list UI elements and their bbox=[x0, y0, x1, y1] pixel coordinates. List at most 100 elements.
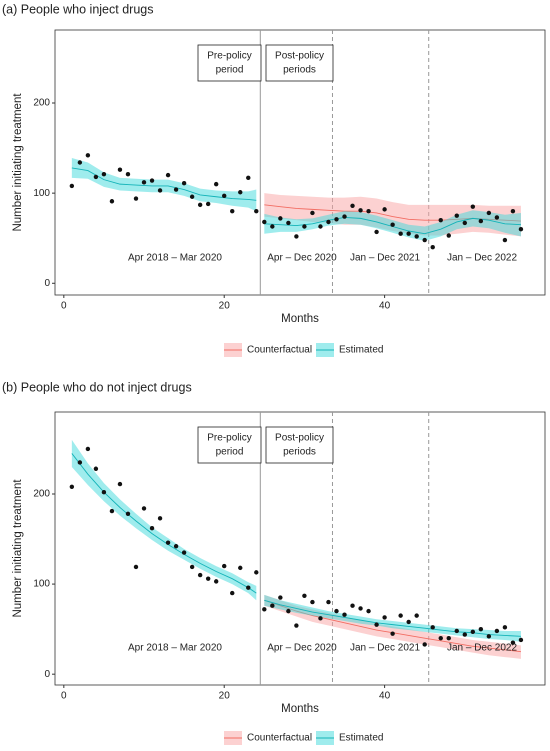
observed-point bbox=[382, 615, 387, 620]
observed-point bbox=[149, 178, 155, 183]
annotation-text: Pre-policy bbox=[207, 51, 251, 62]
observed-point bbox=[222, 193, 227, 199]
x-tick-label: 0 bbox=[61, 301, 67, 312]
observed-point bbox=[502, 237, 508, 243]
observed-point bbox=[109, 199, 115, 204]
observed-point bbox=[478, 626, 484, 632]
annotation-text: Post-policy bbox=[275, 51, 324, 62]
observed-point bbox=[318, 616, 323, 621]
observed-point bbox=[318, 224, 323, 229]
observed-point bbox=[366, 608, 371, 614]
ribbon bbox=[71, 157, 257, 212]
period-label: Jan – Dec 2021 bbox=[350, 643, 420, 654]
observed-point bbox=[350, 203, 355, 208]
observed-point bbox=[510, 640, 516, 645]
x-tick-label: 40 bbox=[379, 301, 391, 312]
observed-point bbox=[286, 220, 291, 226]
observed-point bbox=[350, 603, 355, 608]
observed-point bbox=[462, 632, 468, 637]
observed-point bbox=[117, 167, 123, 172]
annotation-box bbox=[197, 426, 262, 464]
panel-title: (a) People who inject drugs bbox=[2, 2, 153, 16]
observed-point bbox=[342, 214, 347, 219]
observed-point bbox=[494, 215, 500, 220]
observed-point bbox=[414, 234, 419, 239]
observed-point bbox=[478, 218, 484, 224]
observed-point bbox=[133, 564, 139, 570]
legend-label: Estimated bbox=[339, 345, 383, 356]
ribbon bbox=[71, 439, 257, 601]
observed-point bbox=[454, 628, 459, 634]
observed-point bbox=[278, 595, 283, 600]
annotation-text: periods bbox=[283, 65, 316, 76]
observed-point bbox=[189, 194, 195, 199]
y-tick-label: 100 bbox=[33, 579, 50, 590]
observed-point bbox=[270, 224, 275, 229]
observed-point bbox=[157, 188, 163, 193]
observed-point bbox=[374, 229, 379, 235]
observed-point bbox=[85, 446, 91, 452]
observed-point bbox=[141, 506, 147, 511]
observed-point bbox=[302, 224, 307, 229]
observed-point bbox=[85, 153, 91, 158]
period-label: Apr – Dec 2020 bbox=[267, 643, 337, 654]
observed-point bbox=[358, 606, 363, 611]
observed-point bbox=[302, 593, 307, 599]
observed-point bbox=[93, 174, 99, 180]
observed-point bbox=[205, 576, 211, 581]
observed-point bbox=[430, 245, 435, 250]
observed-point bbox=[382, 207, 387, 212]
fitted-line bbox=[264, 599, 521, 637]
observed-point bbox=[510, 208, 516, 214]
fitted-line bbox=[71, 167, 257, 201]
observed-point bbox=[101, 172, 107, 177]
observed-point bbox=[358, 208, 363, 213]
observed-point bbox=[470, 629, 476, 635]
observed-point bbox=[165, 172, 171, 178]
observed-point bbox=[254, 208, 259, 214]
observed-point bbox=[230, 590, 235, 596]
observed-point bbox=[238, 565, 243, 571]
x-tick-label: 20 bbox=[219, 301, 231, 312]
observed-point bbox=[69, 484, 75, 489]
observed-point bbox=[342, 612, 347, 617]
observed-point bbox=[406, 619, 411, 625]
y-tick-label: 200 bbox=[33, 489, 50, 500]
observed-point bbox=[181, 550, 187, 555]
period-label: Apr 2018 – Mar 2020 bbox=[128, 643, 222, 654]
observed-point bbox=[438, 217, 443, 223]
observed-point bbox=[246, 175, 251, 181]
annotation-text: period bbox=[216, 65, 244, 76]
observed-point bbox=[390, 631, 395, 636]
observed-point bbox=[189, 564, 195, 570]
x-tick-label: 0 bbox=[61, 691, 67, 702]
observed-point bbox=[422, 237, 427, 243]
observed-point bbox=[173, 544, 179, 549]
period-label: Jan – Dec 2022 bbox=[447, 643, 517, 654]
observed-point bbox=[69, 183, 75, 189]
observed-point bbox=[486, 634, 492, 639]
annotation-box bbox=[265, 426, 334, 464]
observed-point bbox=[366, 208, 371, 214]
observed-point bbox=[109, 508, 115, 514]
observed-point bbox=[334, 608, 339, 614]
observed-point bbox=[197, 202, 203, 208]
annotation-box bbox=[197, 44, 262, 82]
observed-point bbox=[470, 204, 476, 209]
observed-point bbox=[197, 572, 203, 578]
observed-point bbox=[222, 563, 227, 569]
y-tick-label: 0 bbox=[44, 669, 50, 680]
observed-point bbox=[141, 180, 147, 185]
observed-point bbox=[230, 208, 235, 214]
panel-title: (b) People who do not inject drugs bbox=[2, 380, 192, 394]
observed-point bbox=[454, 213, 459, 218]
y-tick-label: 200 bbox=[33, 98, 50, 109]
period-label: Apr 2018 – Mar 2020 bbox=[128, 253, 222, 264]
observed-point bbox=[77, 160, 83, 165]
x-axis-title: Months bbox=[281, 313, 319, 325]
observed-point bbox=[294, 234, 299, 239]
observed-point bbox=[278, 216, 283, 221]
y-axis-title: Number initiating treatment bbox=[12, 93, 24, 232]
observed-point bbox=[414, 613, 419, 618]
